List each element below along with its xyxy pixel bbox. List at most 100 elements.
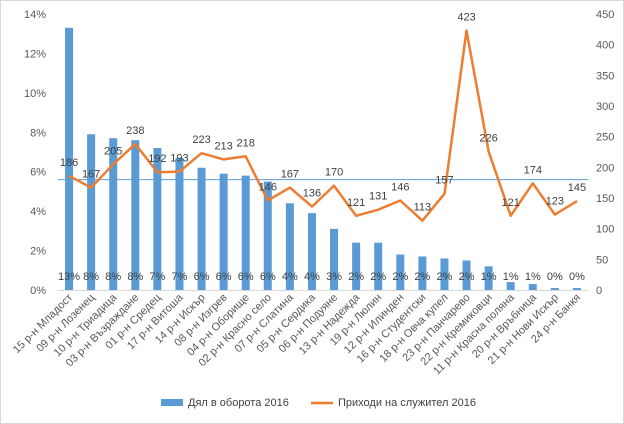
line-data-label: 121 xyxy=(347,197,365,209)
line-data-label: 192 xyxy=(148,153,166,165)
bar xyxy=(374,242,383,290)
bar-data-label: 13% xyxy=(58,271,80,283)
left-axis-tick-label: 2% xyxy=(30,246,46,258)
bar xyxy=(175,157,184,290)
bar xyxy=(263,181,272,290)
bar-data-label: 1% xyxy=(481,271,497,283)
bar-data-label: 0% xyxy=(569,271,585,283)
left-axis-tick-label: 12% xyxy=(24,48,46,60)
line-data-label: 218 xyxy=(237,137,255,149)
bar-data-label: 4% xyxy=(282,271,298,283)
right-axis-tick-label: 150 xyxy=(596,193,614,205)
legend-label-bar: Дял в оборота 2016 xyxy=(188,397,289,409)
line-data-label: 238 xyxy=(126,125,144,137)
right-axis-tick-label: 450 xyxy=(596,9,614,21)
bar xyxy=(506,282,515,290)
right-axis-tick-label: 250 xyxy=(596,132,614,144)
bar xyxy=(418,256,427,290)
bar xyxy=(550,288,559,290)
line-data-label: 157 xyxy=(435,175,453,187)
right-axis-tick-label: 100 xyxy=(596,224,614,236)
right-axis-tick-label: 400 xyxy=(596,40,614,52)
bar xyxy=(484,266,493,290)
bar xyxy=(65,27,74,291)
left-axis: 0% 2% 4% 6% 8% 10% 12% 14% xyxy=(24,9,46,297)
right-axis-tick-label: 50 xyxy=(596,254,608,266)
line-data-label: 136 xyxy=(303,188,321,200)
line-data-label: 193 xyxy=(170,153,188,165)
bar xyxy=(109,138,118,290)
bar-data-label: 1% xyxy=(503,271,519,283)
bar xyxy=(440,258,449,290)
line-data-label: 146 xyxy=(391,181,409,193)
line-data-label: 131 xyxy=(369,191,387,203)
bar-data-label: 7% xyxy=(172,271,188,283)
bar-data-label: 6% xyxy=(238,271,254,283)
bar-data-label: 6% xyxy=(260,271,276,283)
bar xyxy=(330,228,339,290)
bar-data-label: 2% xyxy=(459,271,475,283)
right-axis-tick-label: 200 xyxy=(596,162,614,174)
bar-data-labels: 13% 8% 8% 8% 7% 7% 6% 6% 6% 6% 4% 4% 3% 2% 2% 2% 2% 2% 2% 1… xyxy=(58,271,585,283)
bar xyxy=(285,203,294,290)
bar xyxy=(131,140,140,290)
left-axis-tick-label: 8% xyxy=(30,127,46,139)
legend-label-line: Приходи на служител 2016 xyxy=(338,397,476,409)
bar xyxy=(572,288,581,290)
line-data-label: 205 xyxy=(104,145,122,157)
left-axis-tick-label: 6% xyxy=(30,167,46,179)
bar-data-label: 6% xyxy=(194,271,210,283)
series-line xyxy=(68,29,578,222)
legend: Дял в оборота 2016 Приходи на служител 20… xyxy=(161,397,476,409)
bar-data-label: 8% xyxy=(127,271,143,283)
bar-data-label: 0% xyxy=(547,271,563,283)
line-data-label: 145 xyxy=(568,182,586,194)
bar-data-label: 2% xyxy=(348,271,364,283)
line-data-label: 213 xyxy=(214,140,232,152)
bar xyxy=(241,175,250,290)
bar xyxy=(197,167,206,290)
bar xyxy=(352,242,361,290)
bar xyxy=(396,254,405,290)
line-data-label: 174 xyxy=(524,164,542,176)
line-data-label: 170 xyxy=(325,167,343,179)
bar xyxy=(219,173,228,290)
bar xyxy=(307,213,316,290)
line-data-labels: 186 167 205 238 192 193 223 213 218 146 167 136 170 1… xyxy=(60,12,586,214)
bar-data-label: 6% xyxy=(216,271,232,283)
left-axis-tick-label: 14% xyxy=(24,9,46,21)
left-axis-tick-label: 0% xyxy=(30,285,46,297)
line-data-label: 186 xyxy=(60,157,78,169)
right-axis-tick-label: 300 xyxy=(596,101,614,113)
bar-data-label: 3% xyxy=(326,271,342,283)
line-data-label: 146 xyxy=(259,181,277,193)
bar-data-label: 2% xyxy=(437,271,453,283)
line-data-label: 113 xyxy=(414,202,432,214)
left-axis-tick-label: 4% xyxy=(30,206,46,218)
bar-data-label: 2% xyxy=(392,271,408,283)
right-axis: 0 50 100 150 200 250 300 350 400 450 xyxy=(596,9,614,297)
line-data-label: 167 xyxy=(82,169,100,181)
line-data-label: 123 xyxy=(546,196,564,208)
bar-data-label: 1% xyxy=(525,271,541,283)
right-axis-tick-label: 350 xyxy=(596,70,614,82)
bar-data-label: 2% xyxy=(414,271,430,283)
line-data-label: 167 xyxy=(281,169,299,181)
line-series xyxy=(68,29,578,222)
bar xyxy=(462,260,471,290)
bar-series xyxy=(65,27,581,291)
bar xyxy=(528,284,537,290)
line-data-label: 423 xyxy=(457,12,475,24)
bar-data-label: 7% xyxy=(149,271,165,283)
bar xyxy=(87,134,96,290)
line-data-label: 223 xyxy=(192,134,210,146)
legend-swatch-bar xyxy=(161,399,183,406)
left-axis-tick-label: 10% xyxy=(24,88,46,100)
line-data-label: 226 xyxy=(479,132,497,144)
line-data-label: 121 xyxy=(502,197,520,209)
right-axis-tick-label: 0 xyxy=(596,285,602,297)
bar xyxy=(153,148,162,290)
